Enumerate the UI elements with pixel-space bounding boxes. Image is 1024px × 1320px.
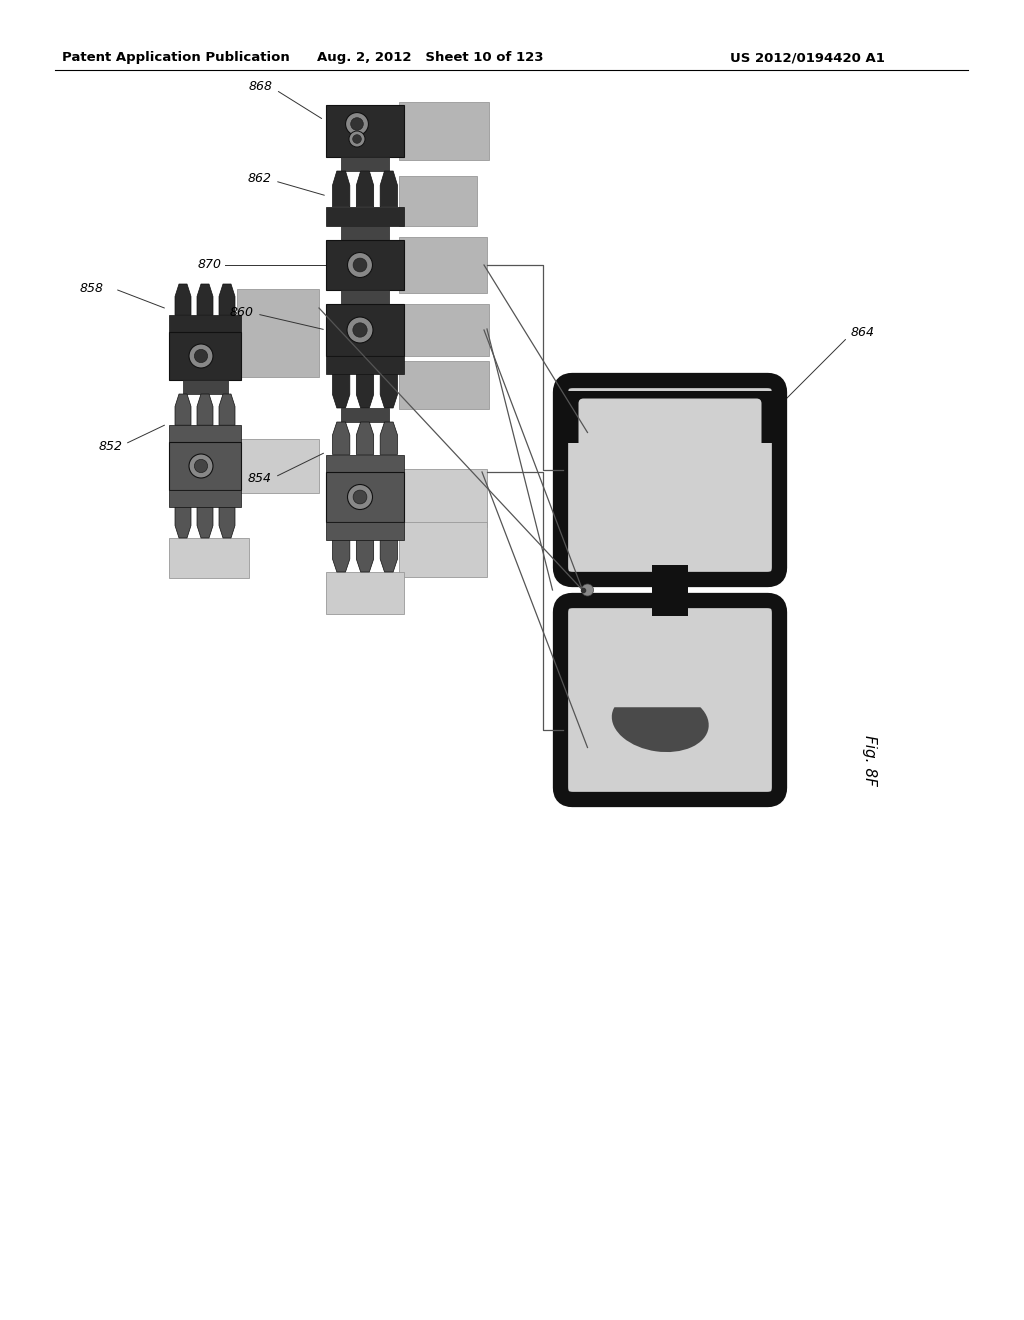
Text: 864: 864 [851, 326, 874, 339]
Polygon shape [197, 507, 213, 539]
Polygon shape [175, 393, 191, 425]
Bar [341, 157, 389, 172]
Text: Fig. 8F: Fig. 8F [862, 734, 878, 785]
Text: 870: 870 [198, 259, 222, 272]
Polygon shape [356, 374, 374, 408]
Bar [237, 440, 319, 492]
FancyBboxPatch shape [579, 619, 762, 708]
Text: 860: 860 [230, 305, 254, 318]
Polygon shape [333, 374, 350, 408]
Circle shape [345, 112, 369, 136]
Bar [169, 425, 241, 442]
Bar [652, 565, 688, 615]
Polygon shape [333, 540, 350, 572]
Bar [237, 289, 319, 378]
FancyBboxPatch shape [579, 447, 762, 561]
Bar [169, 442, 241, 490]
Polygon shape [197, 284, 213, 315]
FancyBboxPatch shape [560, 380, 779, 579]
Polygon shape [333, 422, 350, 454]
Ellipse shape [611, 690, 709, 752]
Bar [169, 539, 249, 578]
FancyBboxPatch shape [560, 601, 779, 800]
Polygon shape [175, 284, 191, 315]
Polygon shape [219, 284, 234, 315]
Bar [183, 380, 228, 393]
Polygon shape [197, 393, 213, 425]
Circle shape [347, 484, 373, 510]
Text: Patent Application Publication: Patent Application Publication [62, 51, 290, 65]
Circle shape [349, 131, 365, 147]
Bar [326, 473, 404, 521]
Bar [326, 106, 404, 157]
Circle shape [353, 490, 367, 504]
Ellipse shape [593, 428, 700, 498]
Bar [326, 454, 404, 473]
Bar [399, 360, 489, 409]
Text: 862: 862 [248, 173, 272, 186]
Circle shape [347, 252, 373, 277]
Bar [326, 207, 404, 226]
Polygon shape [380, 374, 397, 408]
FancyBboxPatch shape [579, 399, 762, 561]
Circle shape [353, 259, 367, 272]
Bar [169, 490, 241, 507]
Bar [399, 176, 477, 226]
Text: 854: 854 [248, 473, 272, 486]
Polygon shape [333, 172, 350, 207]
Circle shape [347, 317, 373, 343]
Polygon shape [380, 422, 397, 454]
Bar [567, 391, 772, 444]
Text: 868: 868 [249, 81, 273, 94]
Circle shape [582, 583, 594, 597]
Circle shape [195, 350, 208, 363]
Bar [399, 304, 489, 356]
Bar [326, 356, 404, 374]
Text: 852: 852 [99, 440, 123, 453]
Circle shape [189, 345, 213, 368]
Bar [326, 572, 404, 614]
Bar [399, 102, 489, 160]
Bar [169, 315, 241, 333]
Bar [399, 469, 487, 527]
Text: Aug. 2, 2012   Sheet 10 of 123: Aug. 2, 2012 Sheet 10 of 123 [316, 51, 544, 65]
Bar [341, 290, 389, 304]
Circle shape [350, 117, 364, 131]
Polygon shape [380, 540, 397, 572]
Polygon shape [175, 507, 191, 539]
Circle shape [353, 323, 368, 337]
Text: US 2012/0194420 A1: US 2012/0194420 A1 [730, 51, 885, 65]
Polygon shape [380, 172, 397, 207]
Bar [399, 238, 487, 293]
Bar [169, 333, 241, 380]
Bar [326, 521, 404, 540]
Polygon shape [219, 507, 234, 539]
Bar [326, 240, 404, 290]
Polygon shape [356, 422, 374, 454]
Polygon shape [356, 172, 374, 207]
Circle shape [189, 454, 213, 478]
Bar [341, 408, 389, 422]
Polygon shape [356, 540, 374, 572]
Circle shape [352, 135, 361, 144]
Bar [341, 226, 389, 240]
Bar [326, 304, 404, 356]
Bar [399, 521, 487, 577]
Polygon shape [219, 393, 234, 425]
Text: 858: 858 [80, 282, 104, 296]
Circle shape [195, 459, 208, 473]
